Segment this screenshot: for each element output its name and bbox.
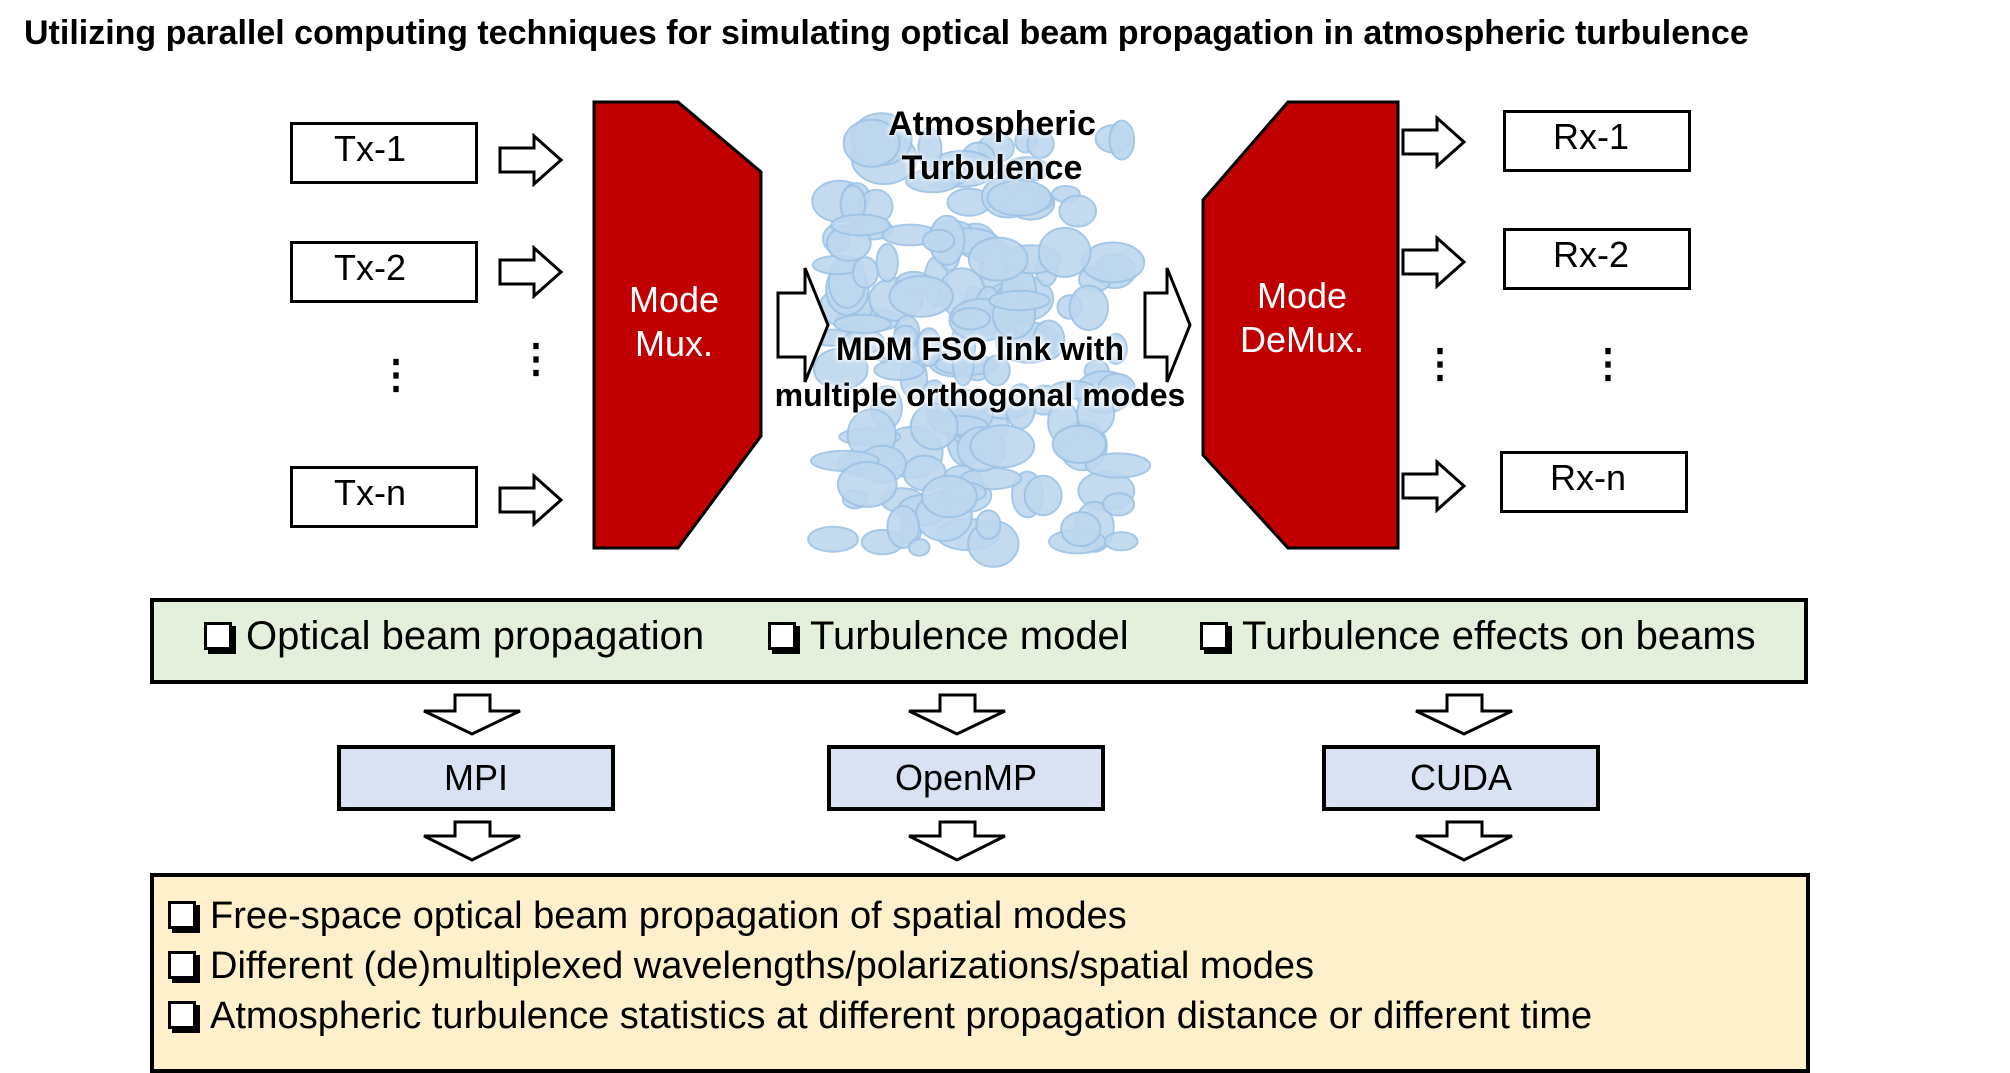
topic-turbulence-effects: Turbulence effects on beams xyxy=(1200,614,1756,659)
turbulence-eddy xyxy=(950,307,992,331)
tx1-arrow xyxy=(498,132,564,188)
rx-ellipsis: ⋮ xyxy=(1588,342,1628,386)
rx1-arrow xyxy=(1401,114,1467,170)
down-arrow-1b xyxy=(423,820,521,862)
outcome-item-2: Different (de)multiplexed wavelengths/po… xyxy=(168,945,1314,988)
down-arrow-1a xyxy=(423,693,521,736)
turbulence-eddy xyxy=(969,424,1036,469)
checkbox-icon xyxy=(168,901,196,929)
mode-demux-label: Mode DeMux. xyxy=(1239,275,1365,360)
turbulence-eddy xyxy=(916,327,942,368)
topic-turbulence-model: Turbulence model xyxy=(768,614,1129,659)
rx-label: Rx-n xyxy=(1549,457,1626,498)
turbulence-eddy xyxy=(1084,452,1152,479)
tx2-arrow xyxy=(498,244,564,300)
outcome-item-1: Free-space optical beam propagation of s… xyxy=(168,895,1127,938)
mdm-link-label: MDM FSO link with multiple orthogonal mo… xyxy=(774,331,1186,413)
turbulence-eddy xyxy=(1051,424,1107,464)
rx-label: Rx-1 xyxy=(1552,116,1629,157)
turbulence-eddy xyxy=(886,505,921,549)
diagram-title: Utilizing parallel computing techniques … xyxy=(24,14,1749,52)
tx-label: Tx-2 xyxy=(334,247,406,288)
turbulence-eddy xyxy=(1104,332,1128,365)
rx-box-1: Rx-1 xyxy=(1503,110,1691,172)
turbulence-eddy xyxy=(1032,319,1066,361)
mode-demux-block xyxy=(1201,100,1400,550)
turbulence-eddy xyxy=(1097,372,1136,403)
turbulence-eddy xyxy=(1108,119,1136,161)
turbulence-eddy xyxy=(812,347,869,391)
turbulence-eddy xyxy=(907,538,931,557)
turbulence-eddy xyxy=(905,168,961,194)
turbulence-eddy xyxy=(1037,226,1092,278)
outcome-item-3: Atmospheric turbulence statistics at dif… xyxy=(168,995,1592,1038)
link-to-demux-arrow xyxy=(1143,267,1192,383)
rx-box-2: Rx-2 xyxy=(1503,228,1691,290)
down-arrow-3a xyxy=(1415,693,1513,736)
tx-arrow-ellipsis: ⋮ xyxy=(516,337,556,381)
turbulence-eddy xyxy=(1103,531,1139,552)
checkbox-icon xyxy=(168,1001,196,1029)
turbulence-eddy xyxy=(988,289,1051,312)
turbulence-eddy xyxy=(888,275,954,318)
turbulence-cloud xyxy=(807,112,1152,568)
rxn-arrow xyxy=(1401,458,1467,514)
mode-mux-block xyxy=(592,100,763,550)
turbulence-eddy xyxy=(986,179,1053,217)
tx-label: Tx-n xyxy=(334,472,406,513)
turbulence-eddy xyxy=(921,474,978,519)
turbulence-eddy xyxy=(951,340,975,387)
turbulence-eddy xyxy=(982,354,1011,387)
down-arrow-3b xyxy=(1415,820,1513,862)
turbulence-eddy xyxy=(842,118,901,168)
checkbox-icon xyxy=(168,951,196,979)
turbulence-eddy xyxy=(892,324,919,348)
down-arrow-2a xyxy=(908,693,1006,736)
tool-cuda: CUDA xyxy=(1322,745,1600,811)
turbulence-eddy xyxy=(1026,129,1055,159)
mode-mux-label: Mode Mux. xyxy=(628,279,720,364)
topics-box xyxy=(150,598,1808,684)
rx-box-n: Rx-n xyxy=(1500,451,1688,513)
tx-box-1: Tx-1 xyxy=(290,122,478,184)
down-arrow-2b xyxy=(908,820,1006,862)
outcomes-box xyxy=(150,873,1810,1073)
rx-label: Rx-2 xyxy=(1552,234,1629,275)
tx-ellipsis: ⋮ xyxy=(376,353,416,397)
turbulence-eddy xyxy=(909,402,959,451)
turbulence-eddy xyxy=(873,358,925,381)
turbulence-eddy xyxy=(1068,284,1110,331)
turbulence-eddy xyxy=(967,236,1029,282)
checkbox-icon xyxy=(204,622,232,650)
tx-box-2: Tx-2 xyxy=(290,241,478,303)
turbulence-eddy xyxy=(921,228,956,253)
turbulence-eddy xyxy=(1102,492,1136,517)
turbulence-eddy xyxy=(1060,511,1102,548)
turbulence-eddy xyxy=(975,509,1002,541)
mux-to-link-arrow xyxy=(776,267,830,383)
turbulence-label: Atmospheric Turbulence xyxy=(888,105,1096,187)
topic-optical-beam: Optical beam propagation xyxy=(204,614,704,659)
turbulence-eddy xyxy=(852,256,879,289)
tool-mpi: MPI xyxy=(337,745,615,811)
tx-label: Tx-1 xyxy=(334,128,406,169)
txn-arrow xyxy=(498,472,564,528)
tx-box-n: Tx-n xyxy=(290,466,478,528)
turbulence-eddy xyxy=(833,313,892,335)
turbulence-eddy xyxy=(807,525,859,553)
turbulence-eddy xyxy=(1023,474,1063,517)
turbulence-eddy xyxy=(836,461,898,508)
rx2-arrow xyxy=(1401,234,1467,290)
rx-arrow-ellipsis: ⋮ xyxy=(1420,342,1460,386)
tool-openmp: OpenMP xyxy=(827,745,1105,811)
turbulence-eddy xyxy=(1058,194,1097,228)
checkbox-icon xyxy=(768,622,796,650)
checkbox-icon xyxy=(1200,622,1228,650)
turbulence-eddy xyxy=(875,242,899,283)
turbulence-eddy xyxy=(1049,380,1098,400)
turbulence-eddy xyxy=(830,213,891,237)
